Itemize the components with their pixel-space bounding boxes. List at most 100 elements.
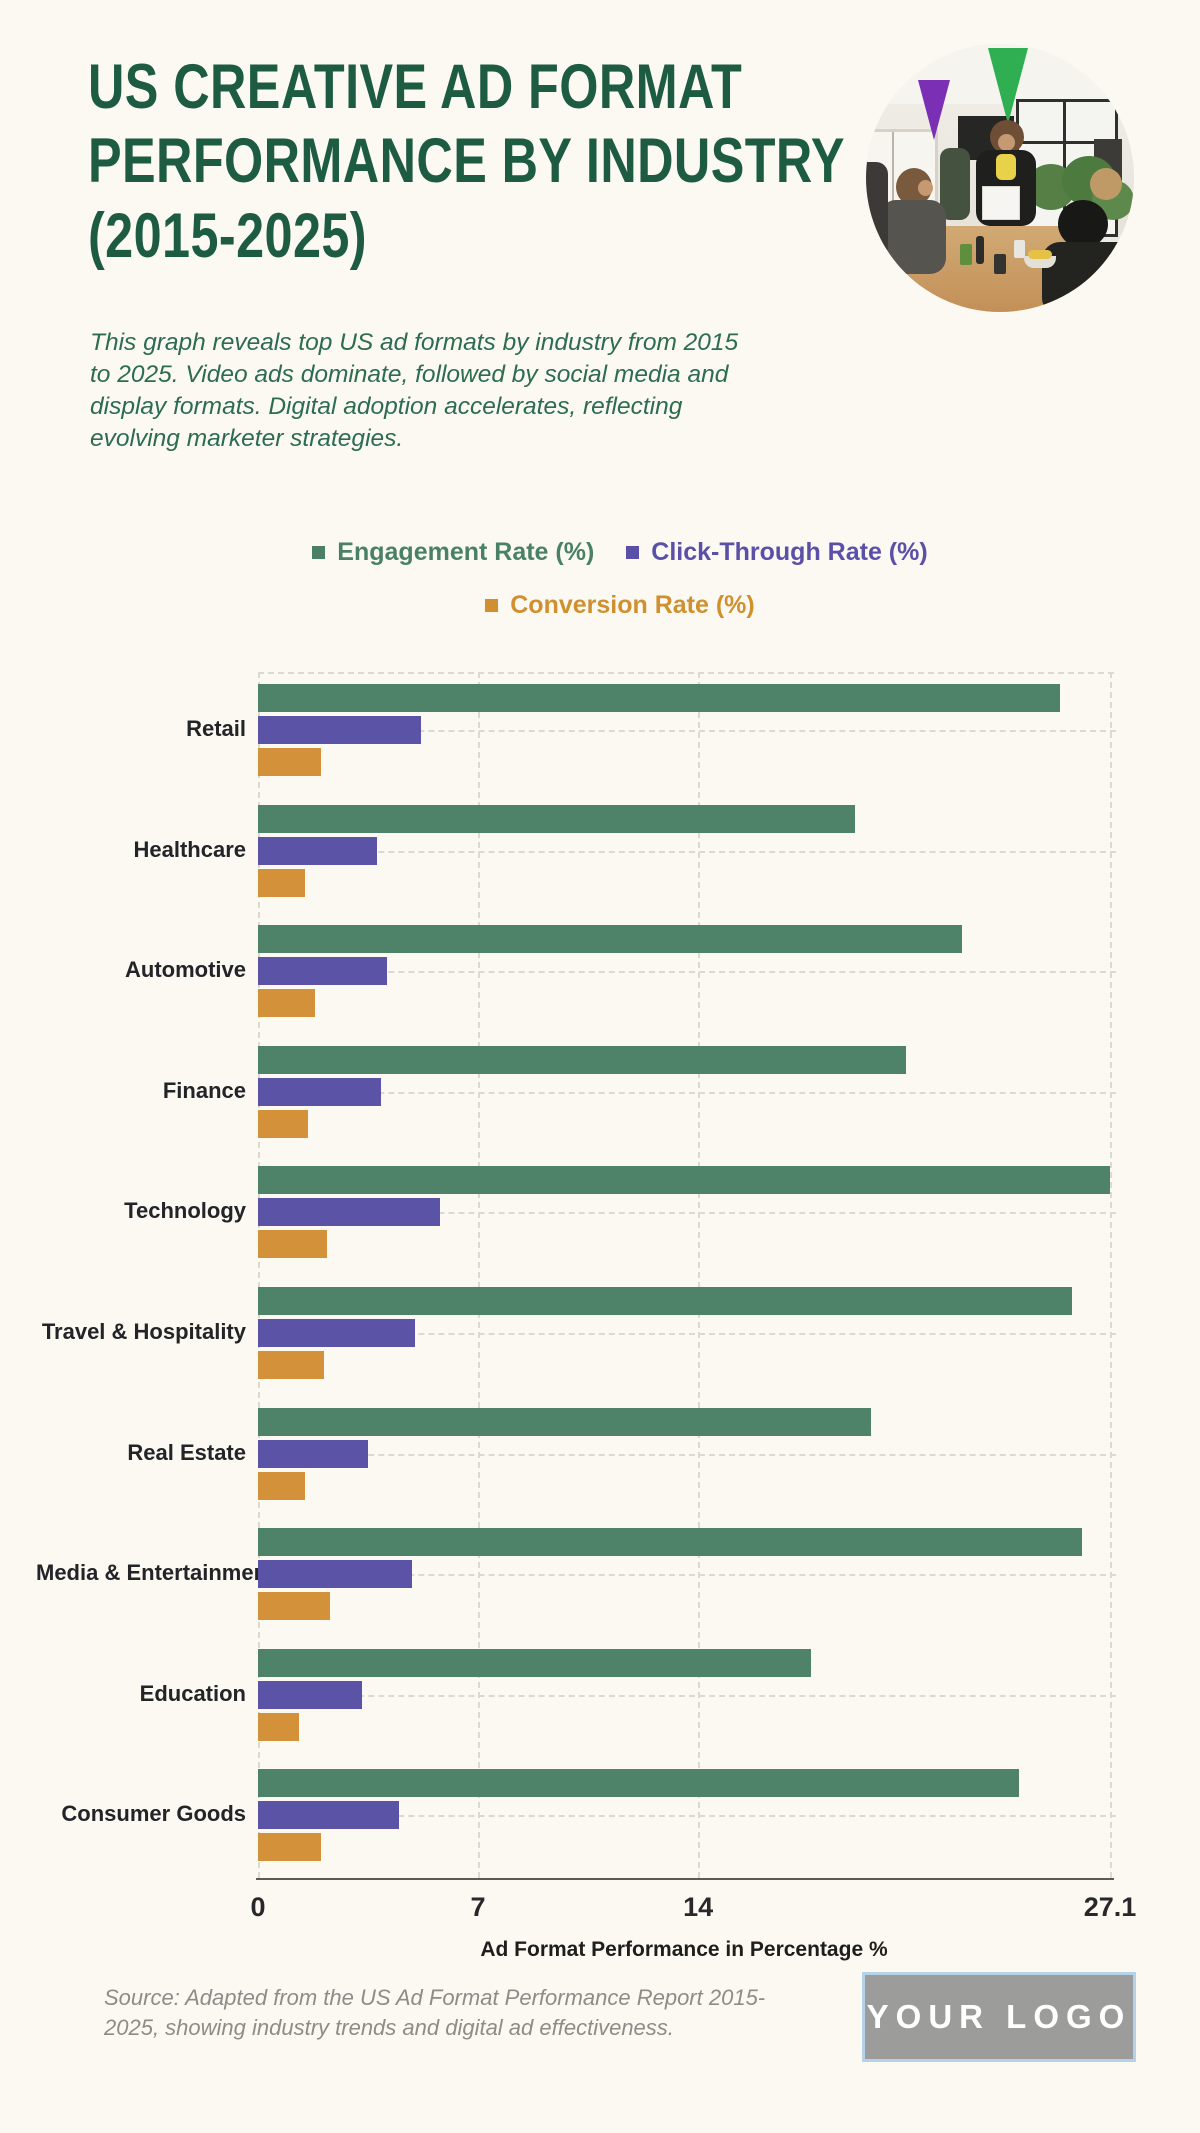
conversion-bar xyxy=(258,1471,306,1500)
photo-snack xyxy=(1028,250,1052,259)
row-gridline xyxy=(258,850,1116,853)
bar-row: Education xyxy=(140,1637,1116,1758)
legend-swatch-icon xyxy=(626,546,640,559)
bar-row: Automotive xyxy=(125,913,1116,1034)
row-label: Healthcare xyxy=(133,836,246,862)
click-through-bar xyxy=(258,1319,416,1347)
conversion-bar xyxy=(258,748,321,776)
photo-big-window-hbar1 xyxy=(1019,141,1109,144)
photo-bottle xyxy=(976,236,984,264)
vertical-gridline xyxy=(1110,672,1112,1878)
legend-label: Conversion Rate (%) xyxy=(510,591,755,619)
legend-label: Engagement Rate (%) xyxy=(337,538,595,566)
row-label: Retail xyxy=(186,716,246,741)
x-axis-ticks: 0 7 14 27.1 xyxy=(250,1878,1136,1922)
photo-can-dark xyxy=(994,254,1006,274)
row-gridline xyxy=(258,1815,1116,1818)
bar-row: Finance xyxy=(163,1034,1116,1155)
engagement-bar xyxy=(258,1528,1082,1557)
row-gridline xyxy=(258,1574,1116,1577)
photo-presenter-scarf xyxy=(996,154,1016,180)
conversion-bar xyxy=(258,1109,309,1138)
conversion-bar xyxy=(258,868,306,897)
x-tick-label: 7 xyxy=(470,1892,486,1922)
row-gridline xyxy=(258,1453,1116,1456)
row-label: Finance xyxy=(162,1077,246,1103)
photo-big-window-vbar xyxy=(1063,102,1066,228)
row-label: Technology xyxy=(124,1198,246,1224)
photo-person-left-face xyxy=(918,180,933,196)
row-label: Consumer Goods xyxy=(61,1801,246,1827)
logo-text: YOUR LOGO xyxy=(866,1998,1132,2035)
chart-legend: Engagement Rate (%) Click-Through Rate (%… xyxy=(190,538,1050,620)
row-label: Education xyxy=(139,1680,246,1706)
engagement-bar xyxy=(258,925,963,954)
row-gridline xyxy=(258,1091,1116,1094)
bar-row: Healthcare xyxy=(133,793,1116,914)
photo-can-green xyxy=(960,244,972,265)
engagement-bar xyxy=(258,1769,1019,1798)
legend-row: Engagement Rate (%) Click-Through Rate (%… xyxy=(312,538,928,567)
conversion-bar xyxy=(258,1230,328,1259)
engagement-bar xyxy=(258,1407,872,1436)
engagement-bar xyxy=(258,1045,906,1074)
plot-area: Retail Healthcare Automotive Finance Technol… xyxy=(36,672,1116,1878)
photo-person-left-body xyxy=(880,200,946,274)
legend-row: Conversion Rate (%) xyxy=(485,591,755,620)
photo-presenter-face xyxy=(998,134,1015,151)
legend-swatch-icon xyxy=(312,546,326,559)
photo-snack-bowl xyxy=(1024,256,1056,268)
photo-cup xyxy=(1014,240,1025,258)
click-through-bar xyxy=(258,1801,400,1830)
photo-coat xyxy=(940,148,970,220)
row-gridline xyxy=(258,1333,1116,1335)
photo-pennant-green xyxy=(988,48,1028,124)
engagement-bar xyxy=(258,1287,1073,1315)
x-tick-label: 27.1 xyxy=(1083,1892,1137,1922)
legend-item: Conversion Rate (%) xyxy=(485,591,755,620)
row-label: Real Estate xyxy=(127,1439,246,1465)
row-label: Automotive xyxy=(125,957,246,983)
click-through-bar xyxy=(258,1680,362,1709)
engagement-bar xyxy=(258,1166,1110,1195)
conversion-bar xyxy=(258,989,315,1018)
conversion-bar xyxy=(258,1592,331,1621)
legend-swatch-icon xyxy=(485,599,499,612)
click-through-bar xyxy=(258,957,387,986)
vertical-gridline xyxy=(478,672,481,1878)
photo-person-front-body xyxy=(1042,242,1134,312)
photo-pennant-purple xyxy=(918,80,950,140)
click-through-bar xyxy=(258,1560,413,1589)
photo-left-window-bar xyxy=(892,132,894,258)
engagement-bar xyxy=(258,804,856,833)
page-title: US CREATIVE AD FORMAT PERFORMANCE BY IND… xyxy=(88,50,856,273)
title-line-3: (2015-2025) xyxy=(88,200,367,271)
bar-row: Real Estate xyxy=(127,1396,1116,1517)
photo-person-farleft xyxy=(866,162,888,258)
row-label: Travel & Hospitality xyxy=(41,1319,246,1344)
x-axis-title: Ad Format Performance in Percentage % xyxy=(480,1938,888,1961)
row-gridline xyxy=(258,1212,1116,1215)
subtitle: This graph reveals top US ad formats by … xyxy=(90,329,739,452)
bar-row: Retail xyxy=(186,672,1116,793)
vertical-gridline xyxy=(698,672,701,1878)
click-through-bar xyxy=(258,836,378,865)
engagement-bar xyxy=(258,1648,812,1677)
bar-row: Technology xyxy=(124,1154,1116,1275)
source-note: Source: Adapted from the US Ad Format Pe… xyxy=(104,1985,766,2040)
vertical-gridline xyxy=(258,672,260,1878)
click-through-bar xyxy=(258,1439,369,1468)
bar-row: Travel & Hospitality xyxy=(42,1275,1116,1396)
photo-person-front-beanie xyxy=(1058,200,1108,248)
engagement-bar xyxy=(258,684,1060,712)
legend-item: Click-Through Rate (%) xyxy=(626,538,928,567)
hero-image xyxy=(866,44,1134,312)
row-gridline xyxy=(258,1694,1116,1697)
legend-label: Click-Through Rate (%) xyxy=(651,538,928,566)
row-gridline xyxy=(258,730,1116,732)
click-through-bar xyxy=(258,716,422,744)
row-label: Media & Entertainment xyxy=(36,1560,275,1586)
photo-white-box xyxy=(982,186,1020,220)
photo-person-right-head xyxy=(1090,168,1122,200)
bar-row: Consumer Goods xyxy=(61,1757,1116,1878)
